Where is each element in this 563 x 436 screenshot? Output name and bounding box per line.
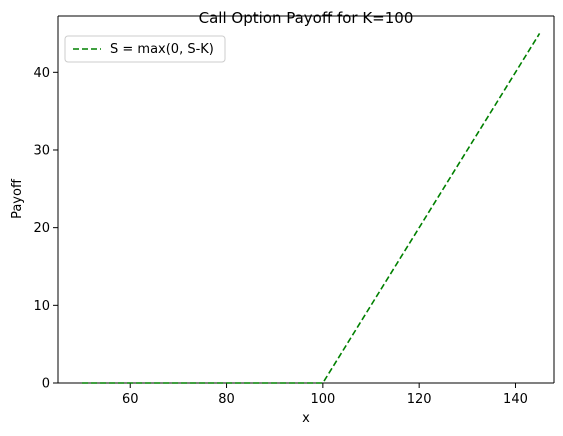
x-tick-label: 80: [218, 392, 235, 407]
legend-label: S = max(0, S-K): [110, 42, 214, 57]
y-axis-label: Payoff: [10, 178, 25, 219]
series-line: [82, 33, 541, 384]
y-axis-ticks: 0 10 20 30 40: [33, 66, 58, 392]
series-group: [82, 33, 541, 384]
y-tick-label: 20: [33, 221, 50, 236]
y-tick-label: 10: [33, 299, 50, 314]
legend-box: [64, 35, 226, 63]
chart-title: Call Option Payoff for K=100: [199, 9, 414, 27]
axes: [57, 15, 555, 384]
y-tick-label: 40: [33, 66, 50, 81]
y-tick-label: 30: [33, 143, 50, 158]
legend: S = max(0, S-K): [64, 35, 226, 63]
x-tick-label: 100: [310, 392, 335, 407]
y-tick-label: 0: [42, 377, 50, 392]
x-tick-label: 140: [503, 392, 528, 407]
x-axis-ticks: 60 80 100 120 140: [122, 383, 528, 407]
x-tick-label: 60: [122, 392, 139, 407]
x-tick-label: 120: [407, 392, 432, 407]
x-axis-label: x: [302, 411, 310, 426]
